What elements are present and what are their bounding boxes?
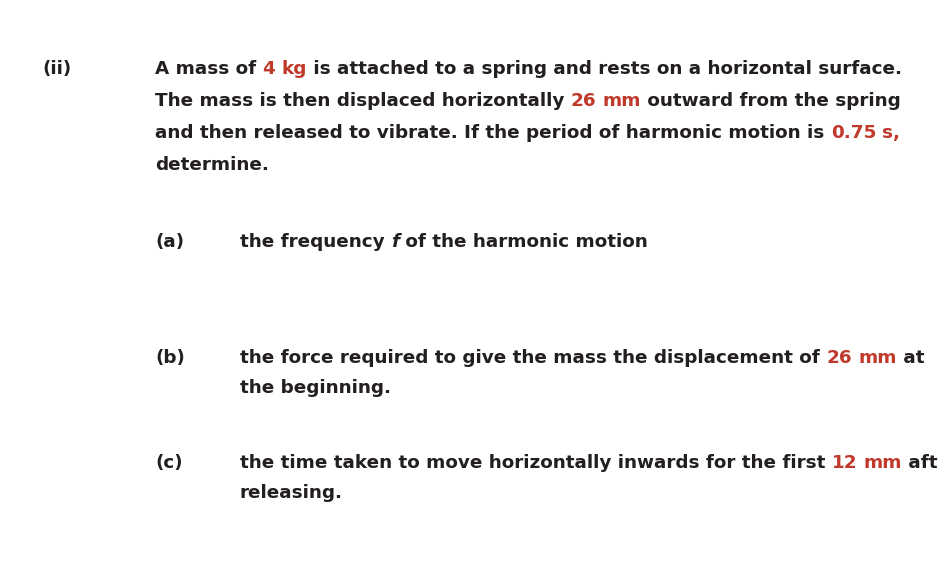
Text: The mass is then displaced horizontally: The mass is then displaced horizontally [155,92,570,110]
Text: outward from the spring: outward from the spring [642,92,901,110]
Text: at: at [897,349,924,367]
Text: 12: 12 [832,454,857,472]
Text: after: after [902,454,938,472]
Text: mm: mm [864,454,902,472]
Text: releasing.: releasing. [240,484,343,502]
Text: and then released to vibrate. If the period of harmonic motion is: and then released to vibrate. If the per… [155,124,831,142]
Text: (a): (a) [155,233,184,251]
Text: A mass of: A mass of [155,60,263,78]
Text: kg: kg [281,60,307,78]
Text: (ii): (ii) [42,60,71,78]
Text: 26: 26 [570,92,597,110]
Text: the frequency: the frequency [240,233,391,251]
Text: the beginning.: the beginning. [240,379,391,397]
Text: 0.75: 0.75 [831,124,876,142]
Text: mm: mm [603,92,642,110]
Text: 4: 4 [263,60,275,78]
Text: f: f [391,233,399,251]
Text: of the harmonic motion: of the harmonic motion [399,233,648,251]
Text: is attached to a spring and rests on a horizontal surface.: is attached to a spring and rests on a h… [307,60,902,78]
Text: 26: 26 [826,349,852,367]
Text: (c): (c) [155,454,183,472]
Text: the force required to give the mass the displacement of: the force required to give the mass the … [240,349,826,367]
Text: determine.: determine. [155,156,269,174]
Text: s,: s, [883,124,900,142]
Text: the time taken to move horizontally inwards for the first: the time taken to move horizontally inwa… [240,454,832,472]
Text: mm: mm [858,349,897,367]
Text: (b): (b) [155,349,185,367]
